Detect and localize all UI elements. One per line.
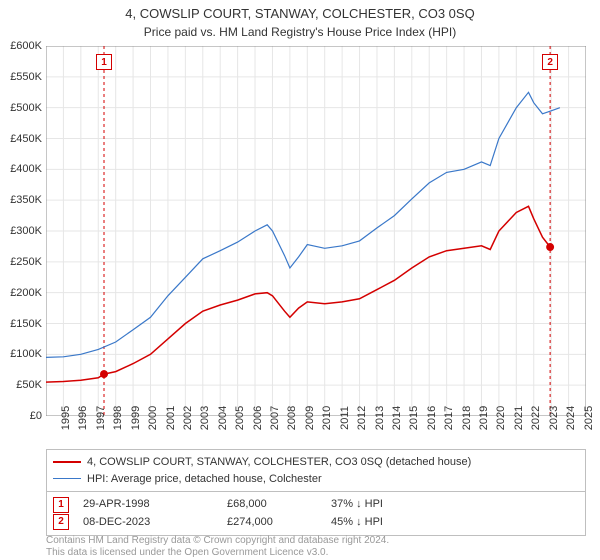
marker-badge-2: 2 <box>53 514 69 530</box>
marker-date-2: 08-DEC-2023 <box>83 514 213 532</box>
chart-container: 4, COWSLIP COURT, STANWAY, COLCHESTER, C… <box>0 0 600 560</box>
legend-label-1: 4, COWSLIP COURT, STANWAY, COLCHESTER, C… <box>87 454 471 471</box>
footer-line-2: This data is licensed under the Open Gov… <box>46 547 389 559</box>
y-tick-label: £600K <box>10 40 42 52</box>
series-legend: 4, COWSLIP COURT, STANWAY, COLCHESTER, C… <box>46 449 586 492</box>
y-tick-label: £200K <box>10 287 42 299</box>
y-tick-label: £400K <box>10 163 42 175</box>
legend-row-series-2: HPI: Average price, detached house, Colc… <box>53 471 579 488</box>
marker-badge-1: 1 <box>53 497 69 513</box>
chart-title: 4, COWSLIP COURT, STANWAY, COLCHESTER, C… <box>0 0 600 23</box>
footer-line-1: Contains HM Land Registry data © Crown c… <box>46 535 389 547</box>
marker-legend-row-1: 1 29-APR-1998 £68,000 37% ↓ HPI <box>53 496 579 514</box>
y-tick-label: £50K <box>16 379 42 391</box>
y-tick-label: £100K <box>10 348 42 360</box>
legend-swatch-2 <box>53 478 81 479</box>
marker-price-2: £274,000 <box>227 514 317 532</box>
y-tick-label: £250K <box>10 256 42 268</box>
legend-swatch-1 <box>53 461 81 463</box>
chart-subtitle: Price paid vs. HM Land Registry's House … <box>0 23 600 39</box>
marker-delta-1: 37% ↓ HPI <box>331 496 421 514</box>
attribution-footer: Contains HM Land Registry data © Crown c… <box>46 535 389 559</box>
legend-row-series-1: 4, COWSLIP COURT, STANWAY, COLCHESTER, C… <box>53 454 579 471</box>
plot-area: £0£50K£100K£150K£200K£250K£300K£350K£400… <box>46 46 586 416</box>
y-tick-label: £450K <box>10 133 42 145</box>
plot-marker-badge: 1 <box>96 54 112 70</box>
marker-price-1: £68,000 <box>227 496 317 514</box>
y-tick-label: £300K <box>10 225 42 237</box>
marker-legend-row-2: 2 08-DEC-2023 £274,000 45% ↓ HPI <box>53 514 579 532</box>
plot-marker-badge: 2 <box>542 54 558 70</box>
marker-delta-2: 45% ↓ HPI <box>331 514 421 532</box>
y-tick-label: £500K <box>10 102 42 114</box>
y-tick-label: £150K <box>10 318 42 330</box>
markers-legend: 1 29-APR-1998 £68,000 37% ↓ HPI 2 08-DEC… <box>46 491 586 536</box>
y-tick-label: £550K <box>10 71 42 83</box>
y-tick-label: £350K <box>10 194 42 206</box>
x-tick-label: 2026 <box>586 406 600 430</box>
y-tick-label: £0 <box>30 410 42 422</box>
marker-date-1: 29-APR-1998 <box>83 496 213 514</box>
chart-svg <box>46 46 586 416</box>
legend-label-2: HPI: Average price, detached house, Colc… <box>87 471 322 488</box>
